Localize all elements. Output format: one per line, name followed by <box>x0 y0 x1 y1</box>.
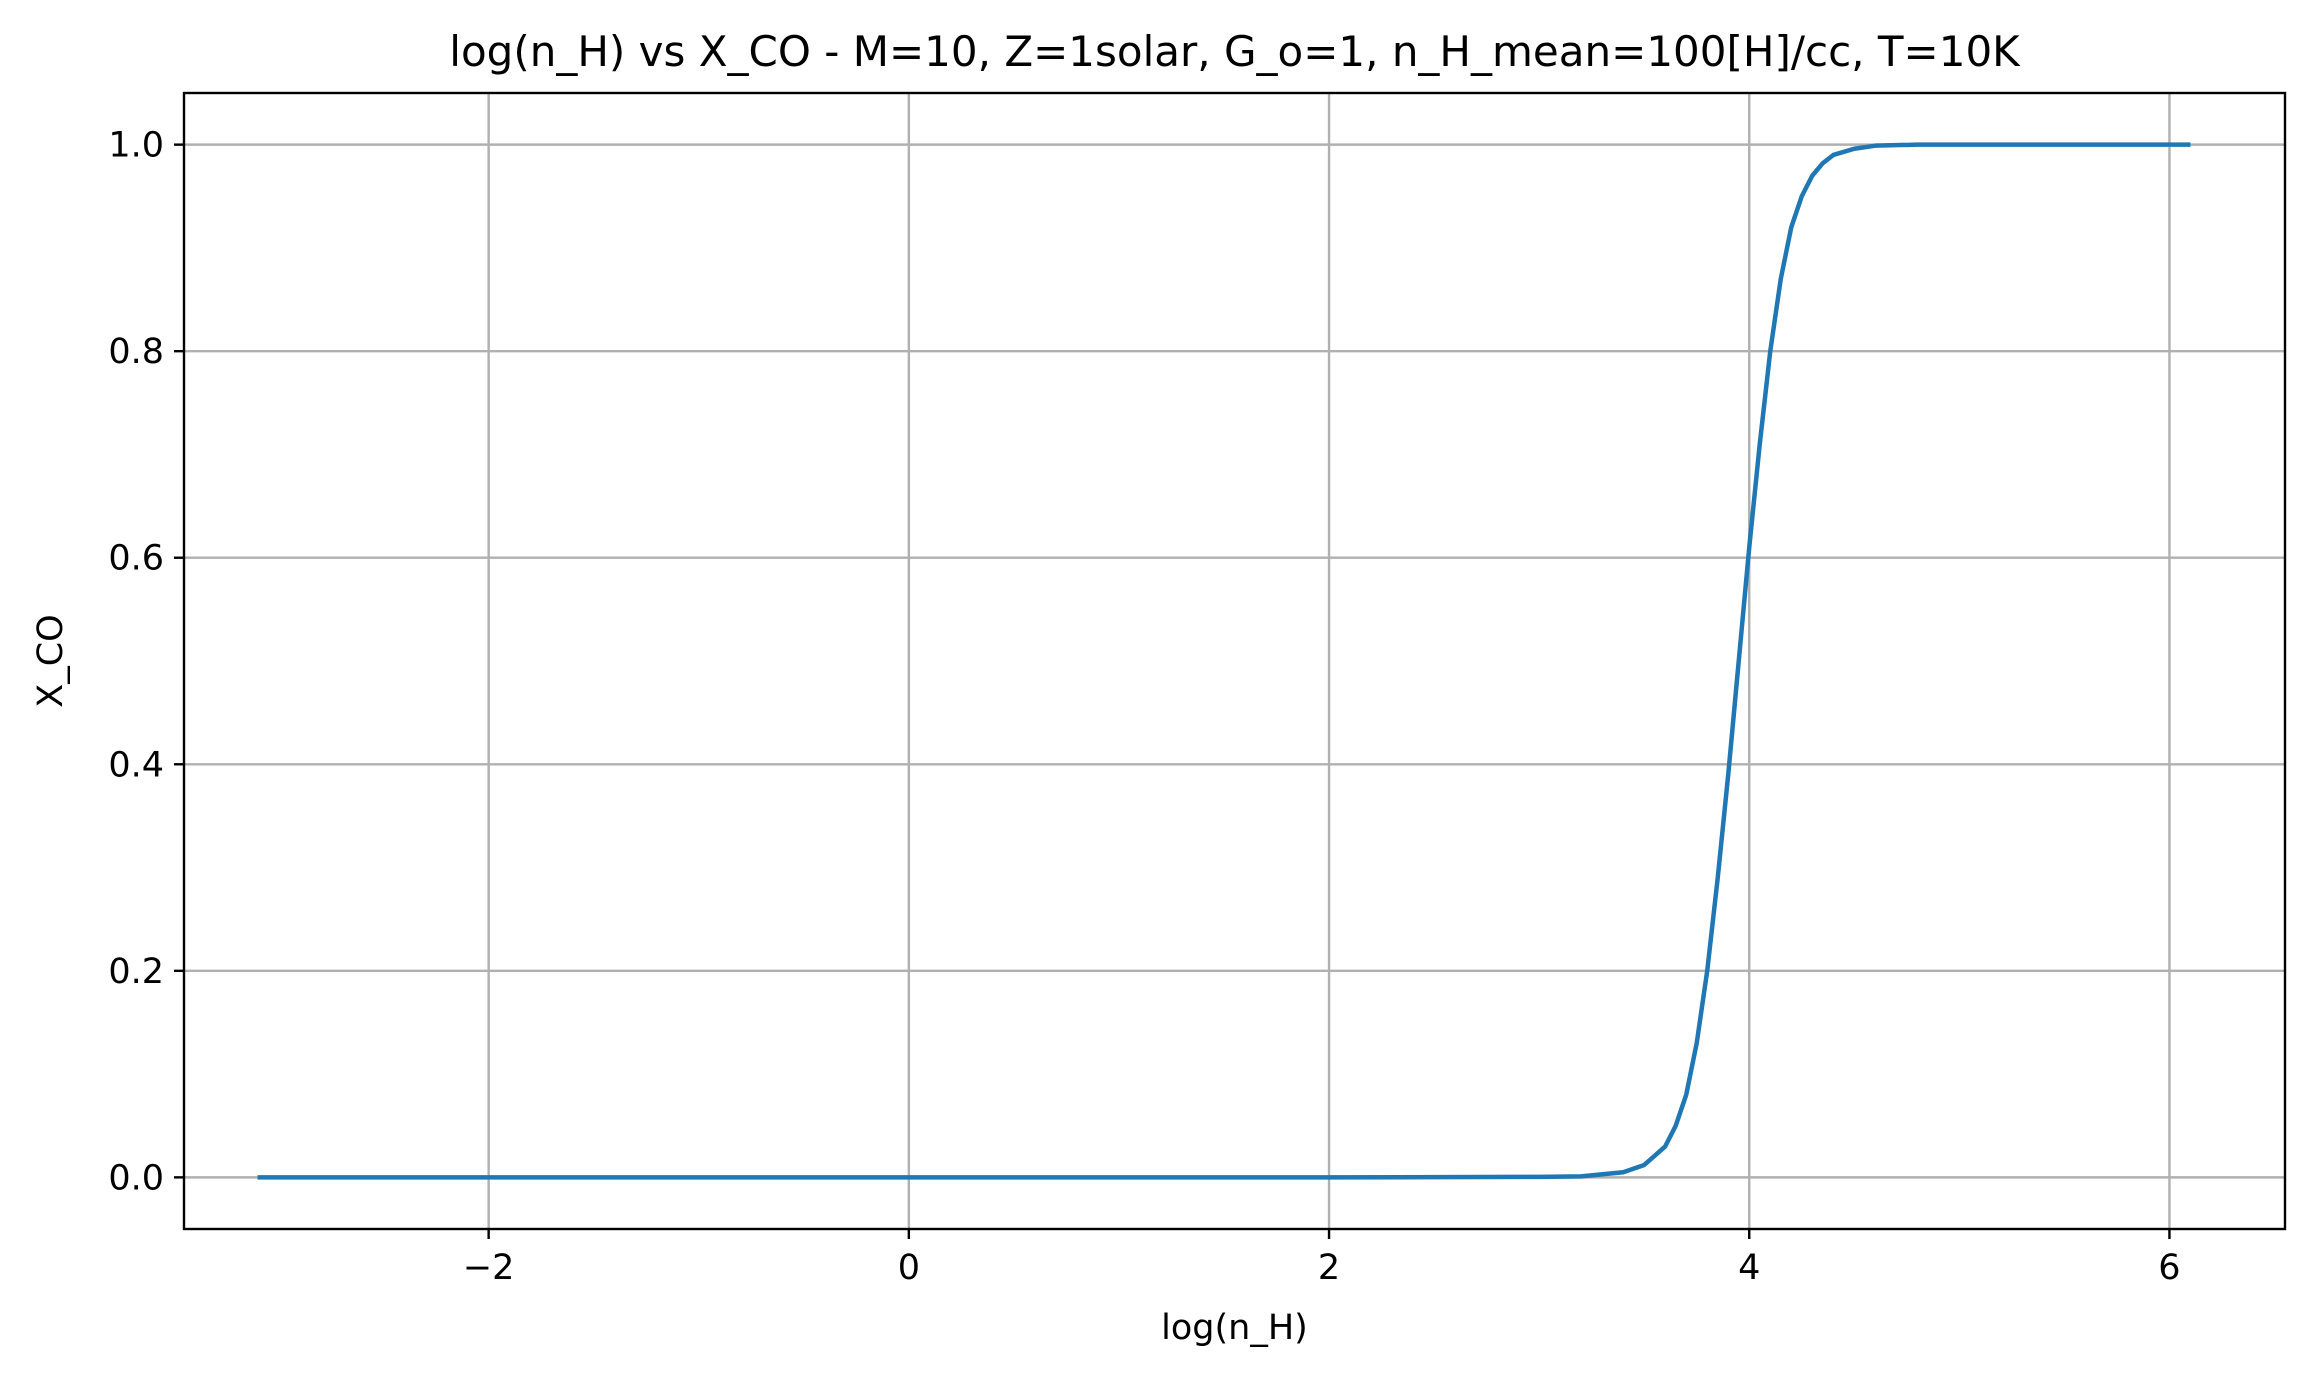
axes-frame <box>182 91 2287 1231</box>
y-tick-label: 0.0 <box>108 1158 164 1198</box>
y-tick-label: 0.6 <box>108 539 164 579</box>
x-tick-label: −2 <box>463 1248 515 1288</box>
x-tick-label: 0 <box>898 1248 920 1288</box>
x-tick-label: 2 <box>1318 1248 1340 1288</box>
ticks: −2 0 2 4 6 0.0 0.2 0.4 0.6 0.8 1.0 <box>108 126 2180 1288</box>
y-tick-label: 0.2 <box>108 952 164 992</box>
series-layer <box>257 142 2191 1180</box>
x-axis-label: log(n_H) <box>1161 1308 1308 1348</box>
series-line <box>257 142 2191 1180</box>
y-tick-label: 0.4 <box>108 745 164 785</box>
x-tick-label: 6 <box>2158 1248 2180 1288</box>
y-tick-label: 0.8 <box>108 332 164 372</box>
y-tick-label: 1.0 <box>108 126 164 166</box>
chart-title: log(n_H) vs X_CO - M=10, Z=1solar, G_o=1… <box>449 27 2021 76</box>
x-tick-label: 4 <box>1738 1248 1760 1288</box>
y-axis-label: X_CO <box>31 614 71 707</box>
